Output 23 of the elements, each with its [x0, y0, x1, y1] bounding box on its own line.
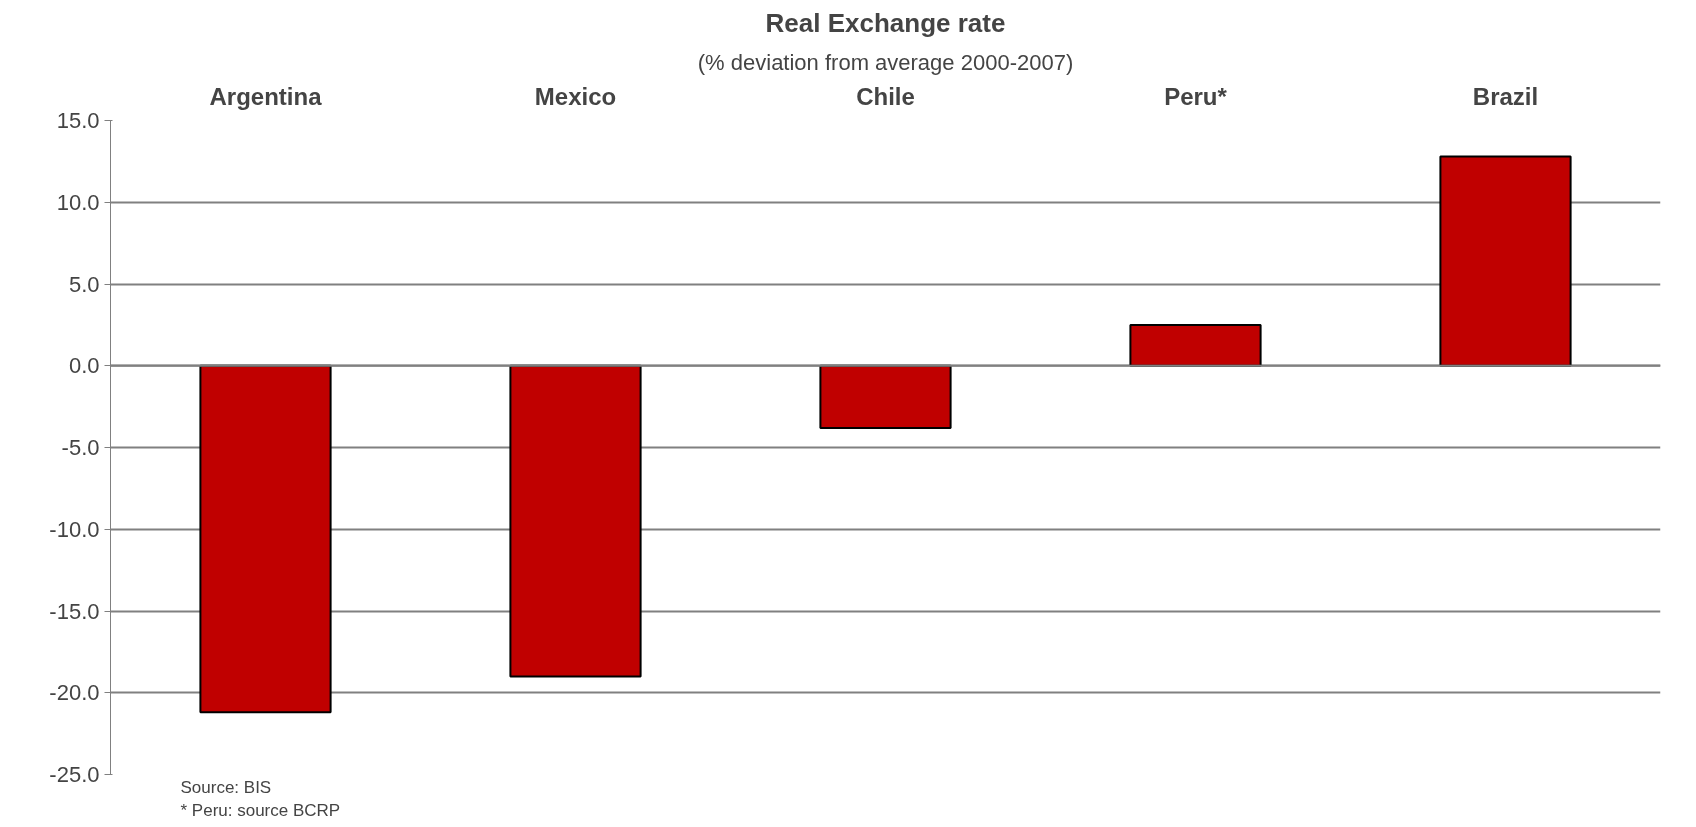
- bar: [1129, 323, 1262, 367]
- source-note: Source: BIS: [180, 777, 272, 797]
- bar: [199, 364, 332, 714]
- x-tick-label: Chile: [856, 82, 915, 110]
- bar: [819, 364, 952, 429]
- x-tick-label: Peru*: [1164, 82, 1228, 110]
- y-tick-label: -10.0: [49, 516, 100, 542]
- y-tick-label: -20.0: [49, 680, 100, 706]
- chart-title: Real Exchange rate: [765, 7, 1006, 38]
- x-tick-label: Argentina: [209, 82, 323, 110]
- y-tick-label: 15.0: [56, 108, 100, 133]
- y-tick-label: 0.0: [68, 353, 100, 379]
- y-tick-label: 5.0: [68, 271, 100, 297]
- x-tick-label: Brazil: [1472, 82, 1539, 110]
- bar: [1439, 155, 1572, 367]
- bar: [509, 364, 642, 678]
- chart-subtitle: (% deviation from average 2000-2007): [697, 49, 1074, 75]
- text: * Peru: source BCRP: [180, 800, 341, 820]
- y-tick-label: -15.0: [49, 598, 100, 624]
- x-tick-label: Mexico: [534, 82, 617, 110]
- y-tick-label: -5.0: [61, 435, 100, 460]
- y-tick-label: 10.0: [56, 189, 100, 215]
- y-tick-label: -25.0: [49, 762, 100, 787]
